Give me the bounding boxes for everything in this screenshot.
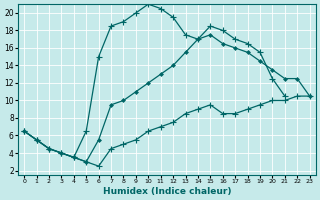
X-axis label: Humidex (Indice chaleur): Humidex (Indice chaleur) bbox=[103, 187, 231, 196]
